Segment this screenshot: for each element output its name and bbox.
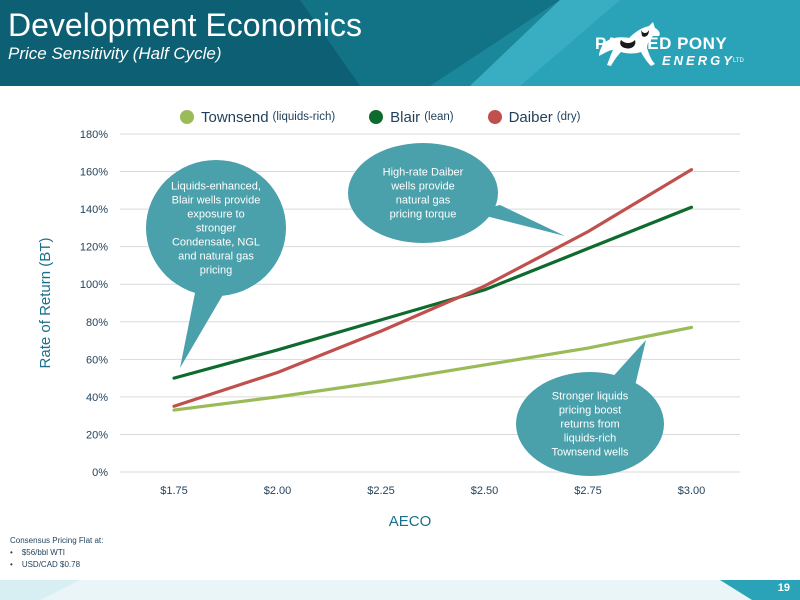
daiber-callout-pointer [470, 205, 565, 236]
x-tick-label: $2.50 [471, 485, 499, 497]
blair-callout-bubble [146, 160, 286, 296]
townsend-callout-text: liquids-rich [564, 433, 617, 445]
y-tick-label: 40% [86, 392, 108, 404]
x-axis-title: AECO [389, 513, 432, 530]
series-line-townsend [172, 325, 694, 412]
legend-marker-daiber [487, 110, 502, 124]
blair-callout-text: exposure to [187, 209, 244, 221]
blair-callout-text: stronger [196, 223, 237, 235]
y-axis-title: Rate of Return (BT) [37, 238, 54, 369]
legend-qualifier-blair: (lean) [424, 111, 454, 123]
x-tick-label: $3.00 [678, 485, 706, 497]
townsend-callout-text: returns from [560, 419, 619, 431]
logo-text-suffix: LTD [733, 58, 744, 64]
legend-item-daiber: Daiber (dry) [487, 108, 581, 126]
legend-item-blair: Blair (lean) [369, 108, 454, 126]
slide-title: Development Economics [8, 7, 362, 43]
legend-item-townsend: Townsend (liquids-rich) [180, 109, 335, 126]
x-tick-label: $1.75 [160, 485, 188, 497]
townsend-callout-text: Townsend wells [551, 447, 629, 459]
slide-header: Development Economics Price Sensitivity … [0, 0, 800, 86]
x-tick-label: $2.25 [367, 485, 395, 497]
blair-callout-text: Condensate, NGL [172, 237, 260, 249]
page-number: 19 [777, 582, 790, 594]
y-tick-label: 20% [86, 429, 108, 441]
blair-callout-pointer [180, 286, 228, 368]
daiber-callout-text: pricing torque [390, 209, 457, 221]
daiber-callout-text: High-rate Daiber [383, 167, 464, 179]
x-tick-label: $2.75 [574, 485, 602, 497]
daiber-callout-bubble [348, 143, 498, 243]
y-tick-label: 120% [80, 242, 108, 254]
horse-icon [599, 22, 660, 66]
pricing-footnote: Consensus Pricing Flat at: $56/bbl WTI U… [10, 535, 103, 571]
blair-callout-text: Liquids-enhanced, [171, 181, 261, 193]
daiber-callout-text: natural gas [396, 195, 451, 207]
y-tick-label: 160% [80, 167, 108, 179]
y-tick-label: 140% [80, 204, 108, 216]
footnote-item: $56/bbl WTI [10, 547, 103, 559]
townsend-callout-bubble [516, 372, 664, 476]
y-tick-label: 180% [80, 129, 108, 141]
legend-qualifier-townsend: (liquids-rich) [272, 111, 336, 123]
blair-callout-text: Blair wells provide [172, 195, 261, 207]
blair-callout-text: pricing [200, 265, 232, 277]
blair-callout-text: and natural gas [178, 251, 254, 263]
footnote-list: $56/bbl WTI USD/CAD $0.78 [10, 547, 103, 571]
townsend-callout-text: Stronger liquids [552, 391, 629, 403]
chart-legend: Townsend (liquids-rich) Blair (lean) Dai… [180, 106, 614, 128]
legend-marker-blair [369, 110, 384, 124]
legend-label-townsend: Townsend [201, 108, 269, 126]
footnote-heading: Consensus Pricing Flat at: [10, 536, 104, 545]
company-logo: PAINTED PONY ENERGY LTD [595, 20, 795, 80]
y-tick-label: 0% [92, 467, 108, 479]
legend-label-daiber: Daiber [508, 108, 553, 126]
legend-label-blair: Blair [390, 108, 421, 126]
slide-subtitle: Price Sensitivity (Half Cycle) [8, 44, 222, 63]
y-tick-label: 60% [86, 354, 108, 366]
slide-footer [0, 580, 800, 600]
logo-text-secondary: ENERGY [662, 53, 735, 68]
x-tick-label: $2.00 [264, 485, 292, 497]
series-line-blair [172, 205, 694, 380]
y-tick-label: 100% [80, 279, 108, 291]
rate-of-return-chart: 0% 20% 40% 60% 80% 100% 120% 140% 160% 180% $1.75 $… [37, 129, 740, 530]
townsend-callout-text: pricing boost [559, 405, 621, 417]
legend-marker-townsend [180, 110, 194, 124]
daiber-callout-text: wells provide [390, 181, 455, 193]
y-tick-label: 80% [86, 317, 108, 329]
footnote-item: USD/CAD $0.78 [10, 559, 103, 571]
legend-qualifier-daiber: (dry) [556, 111, 581, 123]
series-line-daiber [172, 168, 694, 408]
